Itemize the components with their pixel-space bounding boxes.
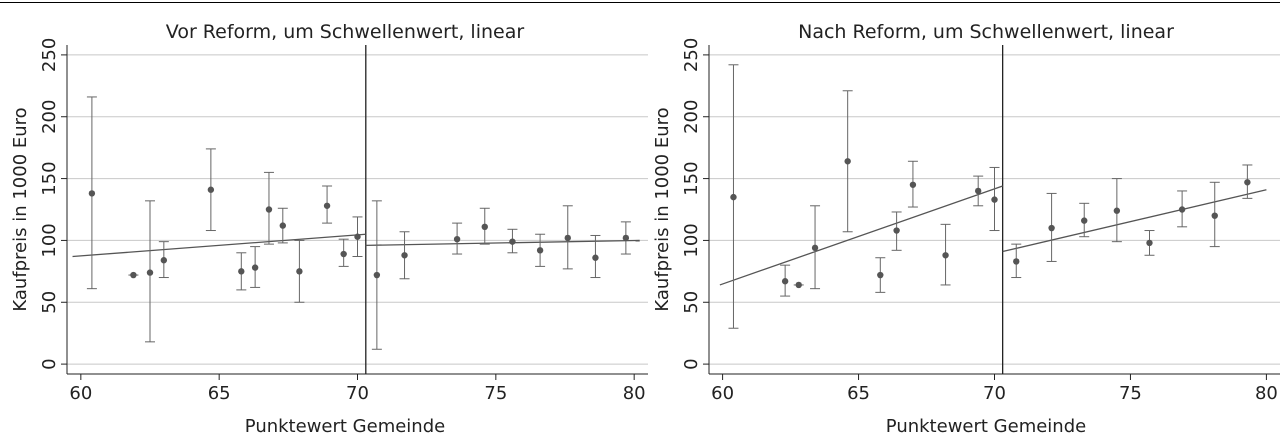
y-tick-label: 0: [39, 358, 60, 369]
y-tick-label: 200: [39, 100, 60, 134]
y-tick-label: 250: [39, 38, 60, 72]
data-point: [1013, 258, 1020, 265]
data-point: [401, 252, 408, 259]
data-point: [453, 235, 461, 243]
x-tick-label: 70: [983, 383, 1006, 404]
chart-panel-2: Nach Reform, um Schwellenwert, linear 0 50…: [652, 21, 1280, 437]
data-point: [1081, 217, 1088, 224]
data-point: [909, 181, 917, 188]
data-point: [238, 268, 245, 275]
fit-line: [365, 239, 640, 247]
y-axis-label: Kaufpreis in 1000 Euro: [10, 107, 31, 311]
data-point: [207, 186, 215, 193]
data-point: [991, 196, 998, 203]
data-point: [730, 193, 737, 201]
x-tick-label: 75: [484, 383, 507, 404]
x-tick-label: 60: [69, 383, 92, 404]
data-point: [942, 252, 949, 259]
data-point: [1178, 206, 1186, 213]
y-tick-label: 150: [681, 161, 702, 195]
x-tick-label: 70: [346, 383, 369, 404]
data-point: [251, 264, 259, 271]
data-point: [781, 278, 789, 285]
data-point: [279, 222, 286, 229]
data-point: [509, 238, 516, 245]
x-tick-label: 65: [208, 383, 231, 404]
data-point: [844, 158, 851, 165]
data-point: [622, 234, 630, 242]
y-tick-label: 100: [681, 223, 702, 257]
data-point: [354, 233, 361, 240]
data-point: [323, 202, 331, 209]
y-tick-label: 0: [681, 358, 702, 369]
data-point: [160, 257, 168, 264]
data-point: [1113, 207, 1121, 214]
fit-line: [72, 233, 366, 258]
fit-line: [1002, 189, 1267, 253]
x-tick-label: 60: [711, 383, 734, 404]
data-point: [1244, 179, 1251, 186]
y-tick-label: 150: [39, 161, 60, 195]
data-point: [1048, 224, 1055, 232]
data-point: [373, 271, 381, 279]
y-tick-label: 250: [681, 38, 702, 72]
data-point: [592, 254, 599, 261]
data-point: [1211, 212, 1218, 219]
data-point: [88, 190, 96, 197]
x-axis-label: Punktewert Gemeinde: [245, 416, 445, 437]
y-tick-label: 50: [39, 291, 60, 314]
chart-title: Nach Reform, um Schwellenwert, linear: [798, 21, 1174, 43]
data-point: [893, 227, 900, 234]
x-tick-label: 80: [623, 383, 646, 404]
fit-line: [719, 185, 1003, 286]
x-tick-label: 75: [1119, 383, 1142, 404]
data-point: [1146, 239, 1153, 247]
data-point: [296, 268, 303, 275]
data-point: [877, 271, 884, 279]
data-point: [146, 269, 154, 276]
x-tick-label: 65: [847, 383, 870, 404]
data-point: [564, 234, 571, 242]
data-point: [481, 223, 488, 231]
top-border: [0, 2, 1280, 3]
y-tick-label: 50: [681, 291, 702, 314]
data-point: [130, 271, 137, 279]
y-tick-label: 100: [39, 223, 60, 257]
x-axis-label: Punktewert Gemeinde: [886, 416, 1086, 437]
data-point: [340, 250, 347, 258]
data-point: [265, 206, 273, 213]
data-point: [811, 244, 819, 252]
data-point: [795, 281, 802, 289]
y-axis-label: Kaufpreis in 1000 Euro: [652, 107, 673, 311]
data-point: [974, 187, 982, 195]
chart-panel-1: Vor Reform, um Schwellenwert, linear 0 50 1…: [10, 21, 648, 437]
x-tick-label: 80: [1255, 383, 1278, 404]
chart-title: Vor Reform, um Schwellenwert, linear: [166, 21, 525, 43]
y-tick-label: 200: [681, 100, 702, 134]
data-point: [536, 247, 544, 254]
